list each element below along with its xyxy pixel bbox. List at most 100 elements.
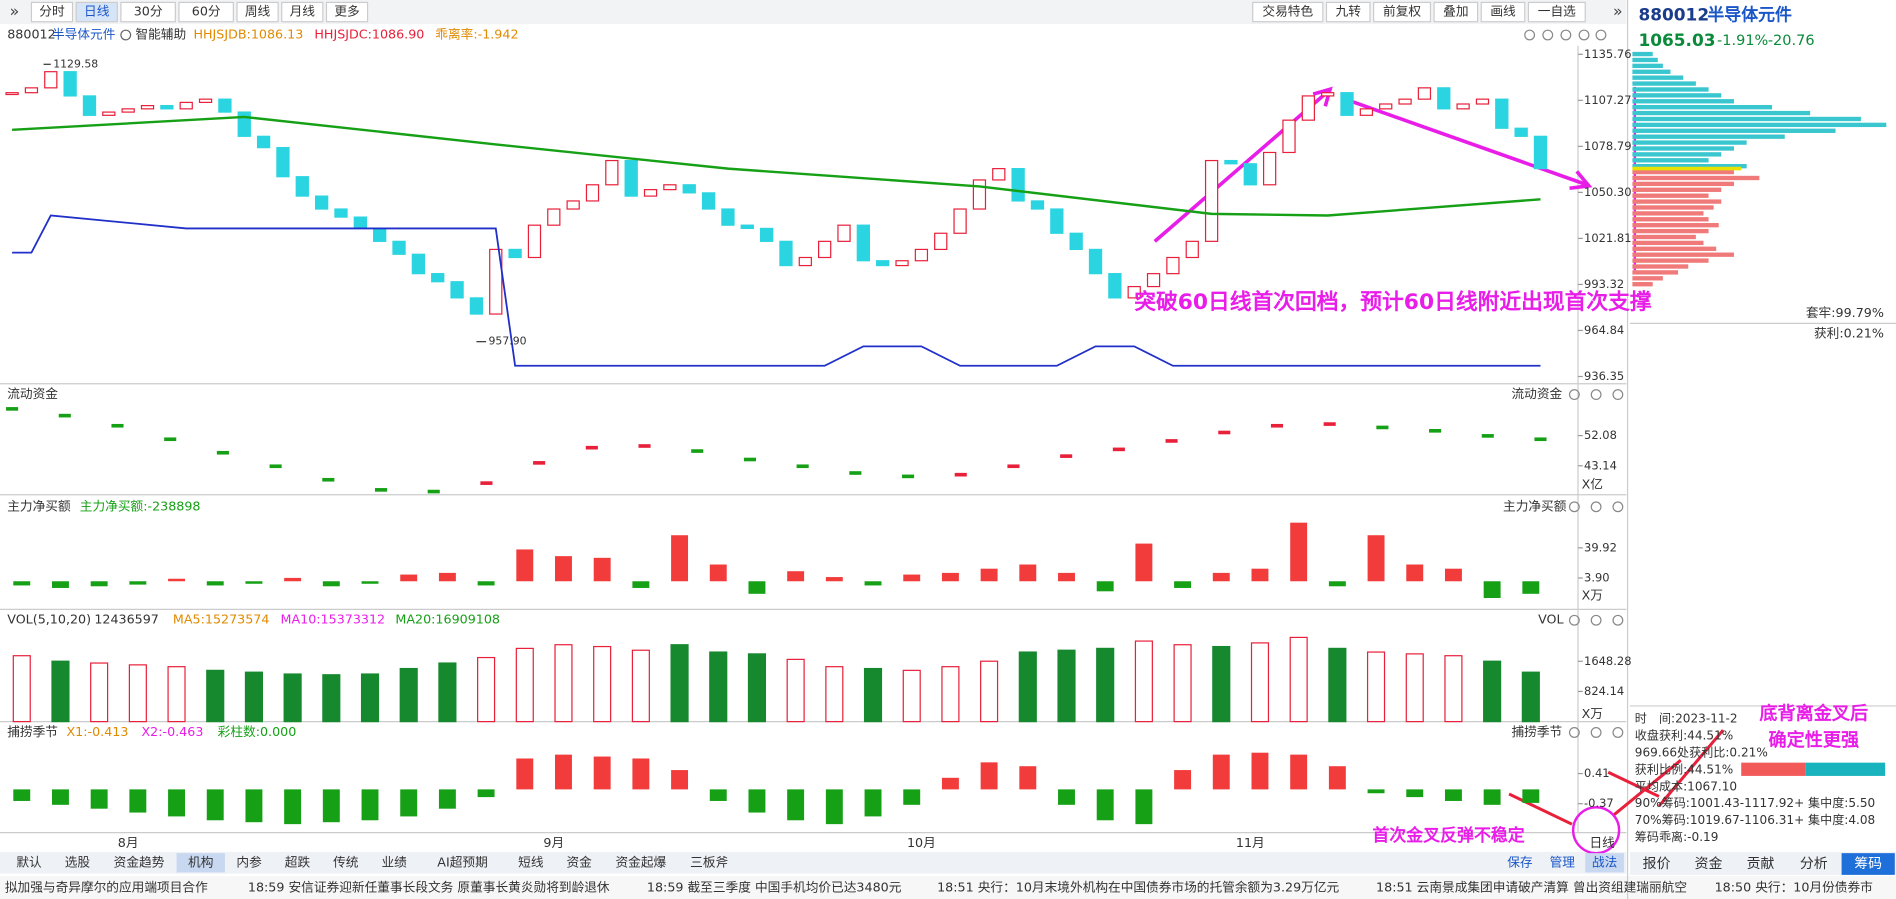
candle <box>1030 200 1045 210</box>
tab[interactable]: 三板斧 <box>690 854 728 869</box>
fund-dash <box>374 488 388 492</box>
toolbar-label[interactable]: 30分 <box>134 4 163 19</box>
kdj-bar <box>941 777 959 790</box>
toolbar-button[interactable] <box>1480 1 1526 23</box>
assist-icon[interactable] <box>120 29 132 41</box>
toolbar-button[interactable] <box>120 1 176 23</box>
side-tab[interactable]: 报价 <box>1643 856 1671 872</box>
toolbar-label[interactable]: 交易特色 <box>1262 4 1313 19</box>
chip-bar <box>1632 116 1861 122</box>
kdj-bar <box>129 789 147 813</box>
candle <box>1146 273 1161 288</box>
toolbar-label[interactable]: 日线 <box>84 4 110 19</box>
toolbar-button[interactable] <box>1373 1 1432 23</box>
tab[interactable]: 资金 <box>567 854 593 869</box>
panel-title-right: 主力净买额 <box>1503 498 1567 513</box>
tab[interactable]: 保存 <box>1507 854 1533 869</box>
y-tick-label: 964.84 <box>1584 323 1624 337</box>
side-tab[interactable]: 筹码 <box>1854 855 1882 872</box>
kdj-bar <box>438 789 456 809</box>
side-tab[interactable]: 资金 <box>1695 856 1723 872</box>
candle <box>663 184 677 191</box>
toolbar-button[interactable] <box>1527 1 1586 23</box>
vol-bar <box>593 645 612 723</box>
toolbar-label[interactable]: 更多 <box>334 4 359 19</box>
toolbar-button[interactable] <box>75 1 118 23</box>
toolbar-label[interactable]: 画线 <box>1490 4 1516 19</box>
toolbar-label[interactable]: 前复权 <box>1383 4 1421 19</box>
news-item[interactable]: 18:59 截至三季度 中国手机均价已达3480元 <box>647 880 902 895</box>
chip-info: 筹码乖离:-0.19 <box>1635 829 1719 844</box>
tab[interactable]: 超跌 <box>285 854 311 869</box>
toolbar-button[interactable] <box>1325 1 1371 23</box>
news-item[interactable]: 18:59 安信证券迎新任董事长段文务 原董事长黄炎勋将到龄退休 <box>248 880 610 895</box>
y-tick-label: -0.37 <box>1584 796 1614 810</box>
news-item[interactable]: 18:51 央行：10月末境外机构在中国债券市场的托管余额为3.29万亿元 <box>937 880 1339 895</box>
toolbar-label[interactable]: 60分 <box>192 4 221 19</box>
tab[interactable]: AI超预期 <box>437 854 487 869</box>
candle <box>1340 92 1354 116</box>
toolbar-button[interactable] <box>1252 1 1324 23</box>
chip-info: 70%筹码:1019.67-1106.31+ 集中度:4.08 <box>1635 812 1875 827</box>
chip-bar <box>1632 140 1747 145</box>
y-tick-label: 0.41 <box>1584 766 1610 780</box>
news-item[interactable]: 18:50 央行：10月份债券市 <box>1715 880 1874 895</box>
tab[interactable]: 内参 <box>236 854 262 869</box>
menu-icon[interactable]: » <box>10 2 20 21</box>
tab[interactable]: 管理 <box>1550 854 1576 869</box>
tab[interactable]: 选股 <box>65 854 91 869</box>
vol-bar <box>1096 647 1115 723</box>
toolbar-label[interactable]: 分时 <box>39 4 65 19</box>
toolbar-button[interactable] <box>236 1 279 23</box>
vol-bar <box>1444 655 1463 723</box>
side-note: 确定性更强 <box>1768 729 1859 751</box>
tab-active[interactable] <box>176 853 225 873</box>
candle <box>779 240 793 267</box>
kdj-bar <box>1444 789 1462 801</box>
toolbar-button[interactable] <box>281 1 324 23</box>
toolbar-label[interactable]: 周线 <box>245 4 271 19</box>
kdj-bar <box>903 789 921 805</box>
toolbar-label[interactable]: 九转 <box>1336 4 1362 19</box>
tab[interactable]: 业绩 <box>382 854 408 869</box>
side-tab[interactable]: 贡献 <box>1747 856 1775 872</box>
tab[interactable]: 传统 <box>333 854 359 869</box>
chip-bar <box>1632 63 1663 69</box>
news-item[interactable]: 18:51 云南景成集团申请破产清算 曾出资组建瑞丽航空 <box>1376 880 1687 895</box>
toolbar-button[interactable] <box>1433 1 1479 23</box>
candle <box>1050 208 1064 234</box>
tab[interactable]: 默认 <box>16 854 42 869</box>
news-item[interactable]: 拟加强与奇异摩尔的应用端项目合作 <box>5 880 208 895</box>
tab[interactable]: 机构 <box>188 854 213 869</box>
tab[interactable]: 资金起爆 <box>615 854 666 869</box>
toolbar-button[interactable] <box>30 1 74 23</box>
netbuy-bar <box>90 581 108 587</box>
kdj-bar <box>1406 789 1424 798</box>
unit-label: X万 <box>1582 588 1603 603</box>
toolbar-label[interactable]: 叠加 <box>1443 4 1468 19</box>
assist-label[interactable]: 智能辅助 <box>135 27 186 42</box>
tab[interactable]: 资金趋势 <box>114 854 165 869</box>
toolbar-button[interactable] <box>325 1 369 23</box>
toolbar-button[interactable] <box>178 1 234 23</box>
collapse-icon[interactable]: » <box>1613 2 1623 21</box>
kdj-bar <box>400 789 418 817</box>
side-tab[interactable]: 分析 <box>1800 856 1828 872</box>
kdj-bar <box>1174 770 1192 790</box>
tab[interactable]: 战法 <box>1592 854 1617 869</box>
vol-bar <box>1173 644 1192 723</box>
vol-bar <box>554 644 573 723</box>
candle <box>334 208 348 218</box>
chip-bar <box>1632 282 1653 287</box>
kdj-bar <box>1251 752 1269 790</box>
tab[interactable]: 短线 <box>518 854 544 869</box>
tab-active[interactable] <box>1585 853 1624 873</box>
toolbar-label[interactable]: 一自选 <box>1538 4 1576 19</box>
toolbar-label[interactable]: 月线 <box>290 4 316 19</box>
fund-dash <box>1007 464 1020 469</box>
tab-active[interactable] <box>1841 853 1895 875</box>
candle <box>837 224 851 242</box>
chip-bar <box>1632 93 1722 98</box>
chip-bar <box>1632 122 1887 128</box>
